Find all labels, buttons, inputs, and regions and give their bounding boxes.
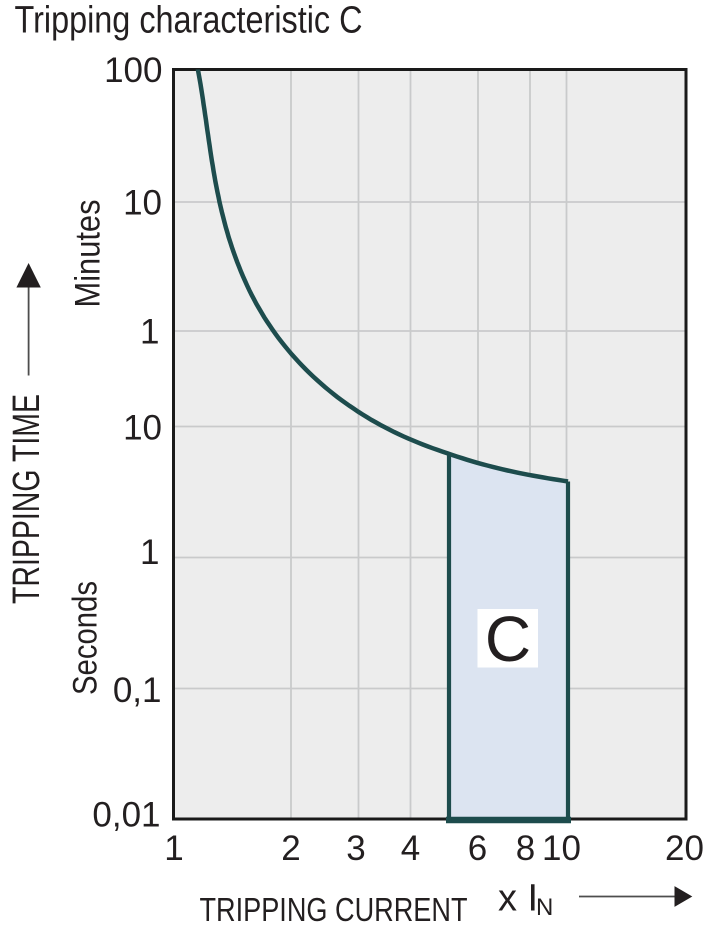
svg-text:10: 10 — [123, 409, 162, 448]
svg-text:20: 20 — [665, 829, 704, 868]
svg-text:C: C — [485, 603, 531, 675]
svg-text:1: 1 — [164, 829, 183, 868]
svg-text:6: 6 — [468, 829, 487, 868]
svg-text:8: 8 — [516, 829, 535, 868]
svg-text:N: N — [536, 894, 553, 921]
svg-text:TRIPPING TIME: TRIPPING TIME — [6, 394, 48, 604]
svg-text:3: 3 — [346, 829, 365, 868]
svg-text:4: 4 — [401, 829, 420, 868]
svg-text:Seconds: Seconds — [67, 581, 105, 695]
svg-text:1: 1 — [140, 533, 159, 572]
svg-text:Minutes: Minutes — [69, 200, 108, 308]
svg-text:0,1: 0,1 — [113, 671, 162, 710]
svg-text:10: 10 — [123, 183, 162, 222]
svg-text:0,01: 0,01 — [92, 795, 160, 834]
svg-text:100: 100 — [104, 51, 162, 90]
svg-text:2: 2 — [281, 829, 300, 868]
svg-text:Tripping characteristic C: Tripping characteristic C — [15, 0, 363, 42]
svg-text:1: 1 — [140, 312, 159, 351]
svg-text:10: 10 — [542, 829, 581, 868]
svg-text:x I: x I — [498, 878, 538, 920]
svg-text:TRIPPING CURRENT: TRIPPING CURRENT — [200, 891, 468, 928]
